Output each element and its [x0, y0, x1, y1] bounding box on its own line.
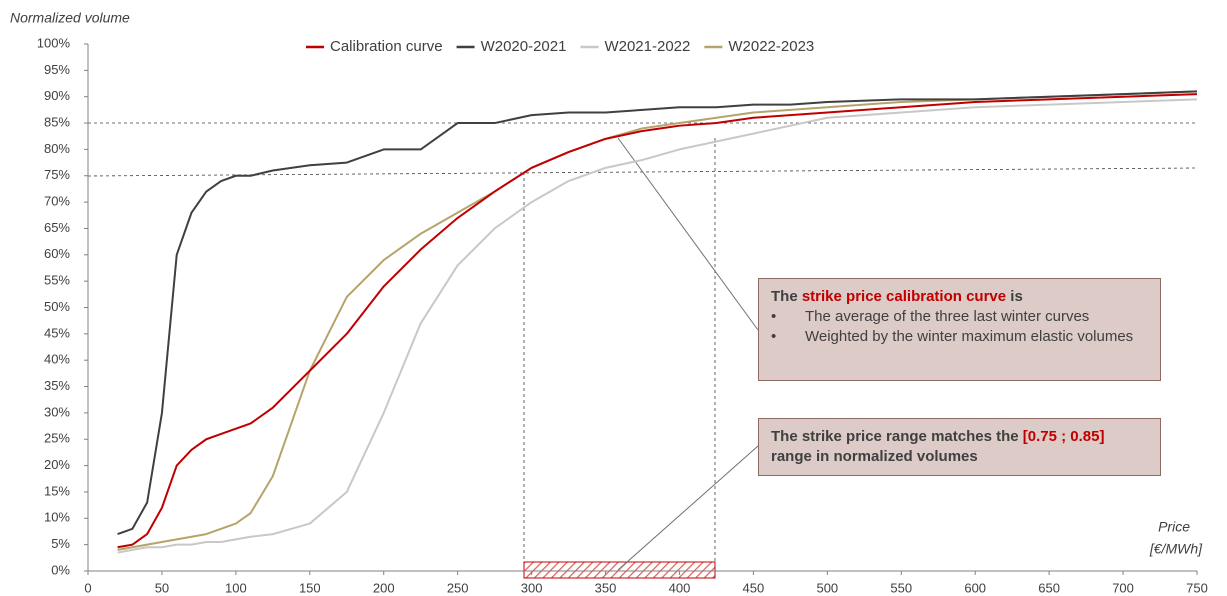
- y-tick-label: 25%: [44, 431, 70, 446]
- x-axis-label: [€/MWh]: [1149, 541, 1203, 557]
- annotation-title: The strike price calibration curve is: [771, 287, 1148, 307]
- x-tick-label: 50: [155, 580, 169, 595]
- text: Weighted by the winter maximum elastic v…: [805, 328, 1134, 345]
- x-tick-label: 100: [225, 580, 247, 595]
- series-line: [117, 90, 1198, 536]
- connector: [617, 137, 759, 331]
- series-line: [117, 90, 1198, 551]
- y-tick-label: 95%: [44, 62, 70, 77]
- y-tick-label: 5%: [51, 536, 70, 551]
- x-tick-label: 450: [743, 580, 765, 595]
- y-tick-label: 50%: [44, 299, 70, 314]
- y-tick-label: 30%: [44, 404, 70, 419]
- x-axis-label: Price: [1158, 519, 1190, 535]
- y-tick-label: 0%: [51, 562, 70, 577]
- x-tick-label: 150: [299, 580, 321, 595]
- text: strike price calibration curve: [801, 288, 1007, 305]
- text: The strike price range matches the: [771, 428, 1023, 445]
- bullet: • Weighted by the winter maximum elastic …: [771, 328, 1134, 345]
- x-tick-label: 750: [1186, 580, 1208, 595]
- y-tick-label: 90%: [44, 88, 70, 103]
- bullet: • The average of the three last winter cu…: [771, 308, 1090, 325]
- x-tick-label: 200: [373, 580, 395, 595]
- text: is: [1006, 288, 1023, 305]
- y-tick-label: 40%: [44, 352, 70, 367]
- text: range in normalized volumes: [771, 448, 978, 465]
- y-tick-label: 55%: [44, 273, 70, 288]
- annotation-box: The strike price calibration curve is • T…: [758, 278, 1161, 381]
- y-tick-label: 85%: [44, 114, 70, 129]
- x-tick-label: 600: [964, 580, 986, 595]
- x-tick-label: 0: [84, 580, 91, 595]
- strike-range: [523, 561, 716, 579]
- x-tick-label: 550: [890, 580, 912, 595]
- series-line: [117, 98, 1198, 554]
- y-tick-label: 10%: [44, 510, 70, 525]
- y-tick-label: 80%: [44, 141, 70, 156]
- connector: [617, 445, 759, 571]
- y-tick-label: 20%: [44, 457, 70, 472]
- text: [0.75 ; 0.85]: [1022, 428, 1105, 445]
- y-tick-label: 15%: [44, 483, 70, 498]
- y-tick-label: 60%: [44, 246, 70, 261]
- text: The: [771, 288, 802, 305]
- y-tick-label: 70%: [44, 194, 70, 209]
- x-tick-label: 700: [1112, 580, 1134, 595]
- x-tick-label: 250: [447, 580, 469, 595]
- text: The average of the three last winter cur…: [805, 308, 1090, 325]
- x-tick-label: 500: [816, 580, 838, 595]
- y-tick-label: 75%: [44, 167, 70, 182]
- legend-label: Calibration curve: [330, 38, 443, 55]
- y-tick-label: 65%: [44, 220, 70, 235]
- y-tick-label: 35%: [44, 378, 70, 393]
- y-tick-label: 100%: [37, 35, 71, 50]
- y-tick-label: 45%: [44, 325, 70, 340]
- x-tick-label: 300: [521, 580, 543, 595]
- legend-label: W2020-2021: [481, 38, 567, 55]
- x-tick-label: 650: [1038, 580, 1060, 595]
- legend-label: W2021-2022: [604, 38, 690, 55]
- series-line: [117, 93, 1198, 549]
- axes: 0% 5% 10% 15% 20% 25% 30% 35% 40% 45% 50% 55% 60% 65%…: [37, 35, 1208, 595]
- x-tick-label: 400: [669, 580, 691, 595]
- x-tick-label: 350: [595, 580, 617, 595]
- legend-label: W2022-2023: [728, 38, 814, 55]
- annotation-box: The strike price range matches the [0.75…: [758, 418, 1161, 476]
- y-axis-label: Normalized volume: [10, 10, 130, 26]
